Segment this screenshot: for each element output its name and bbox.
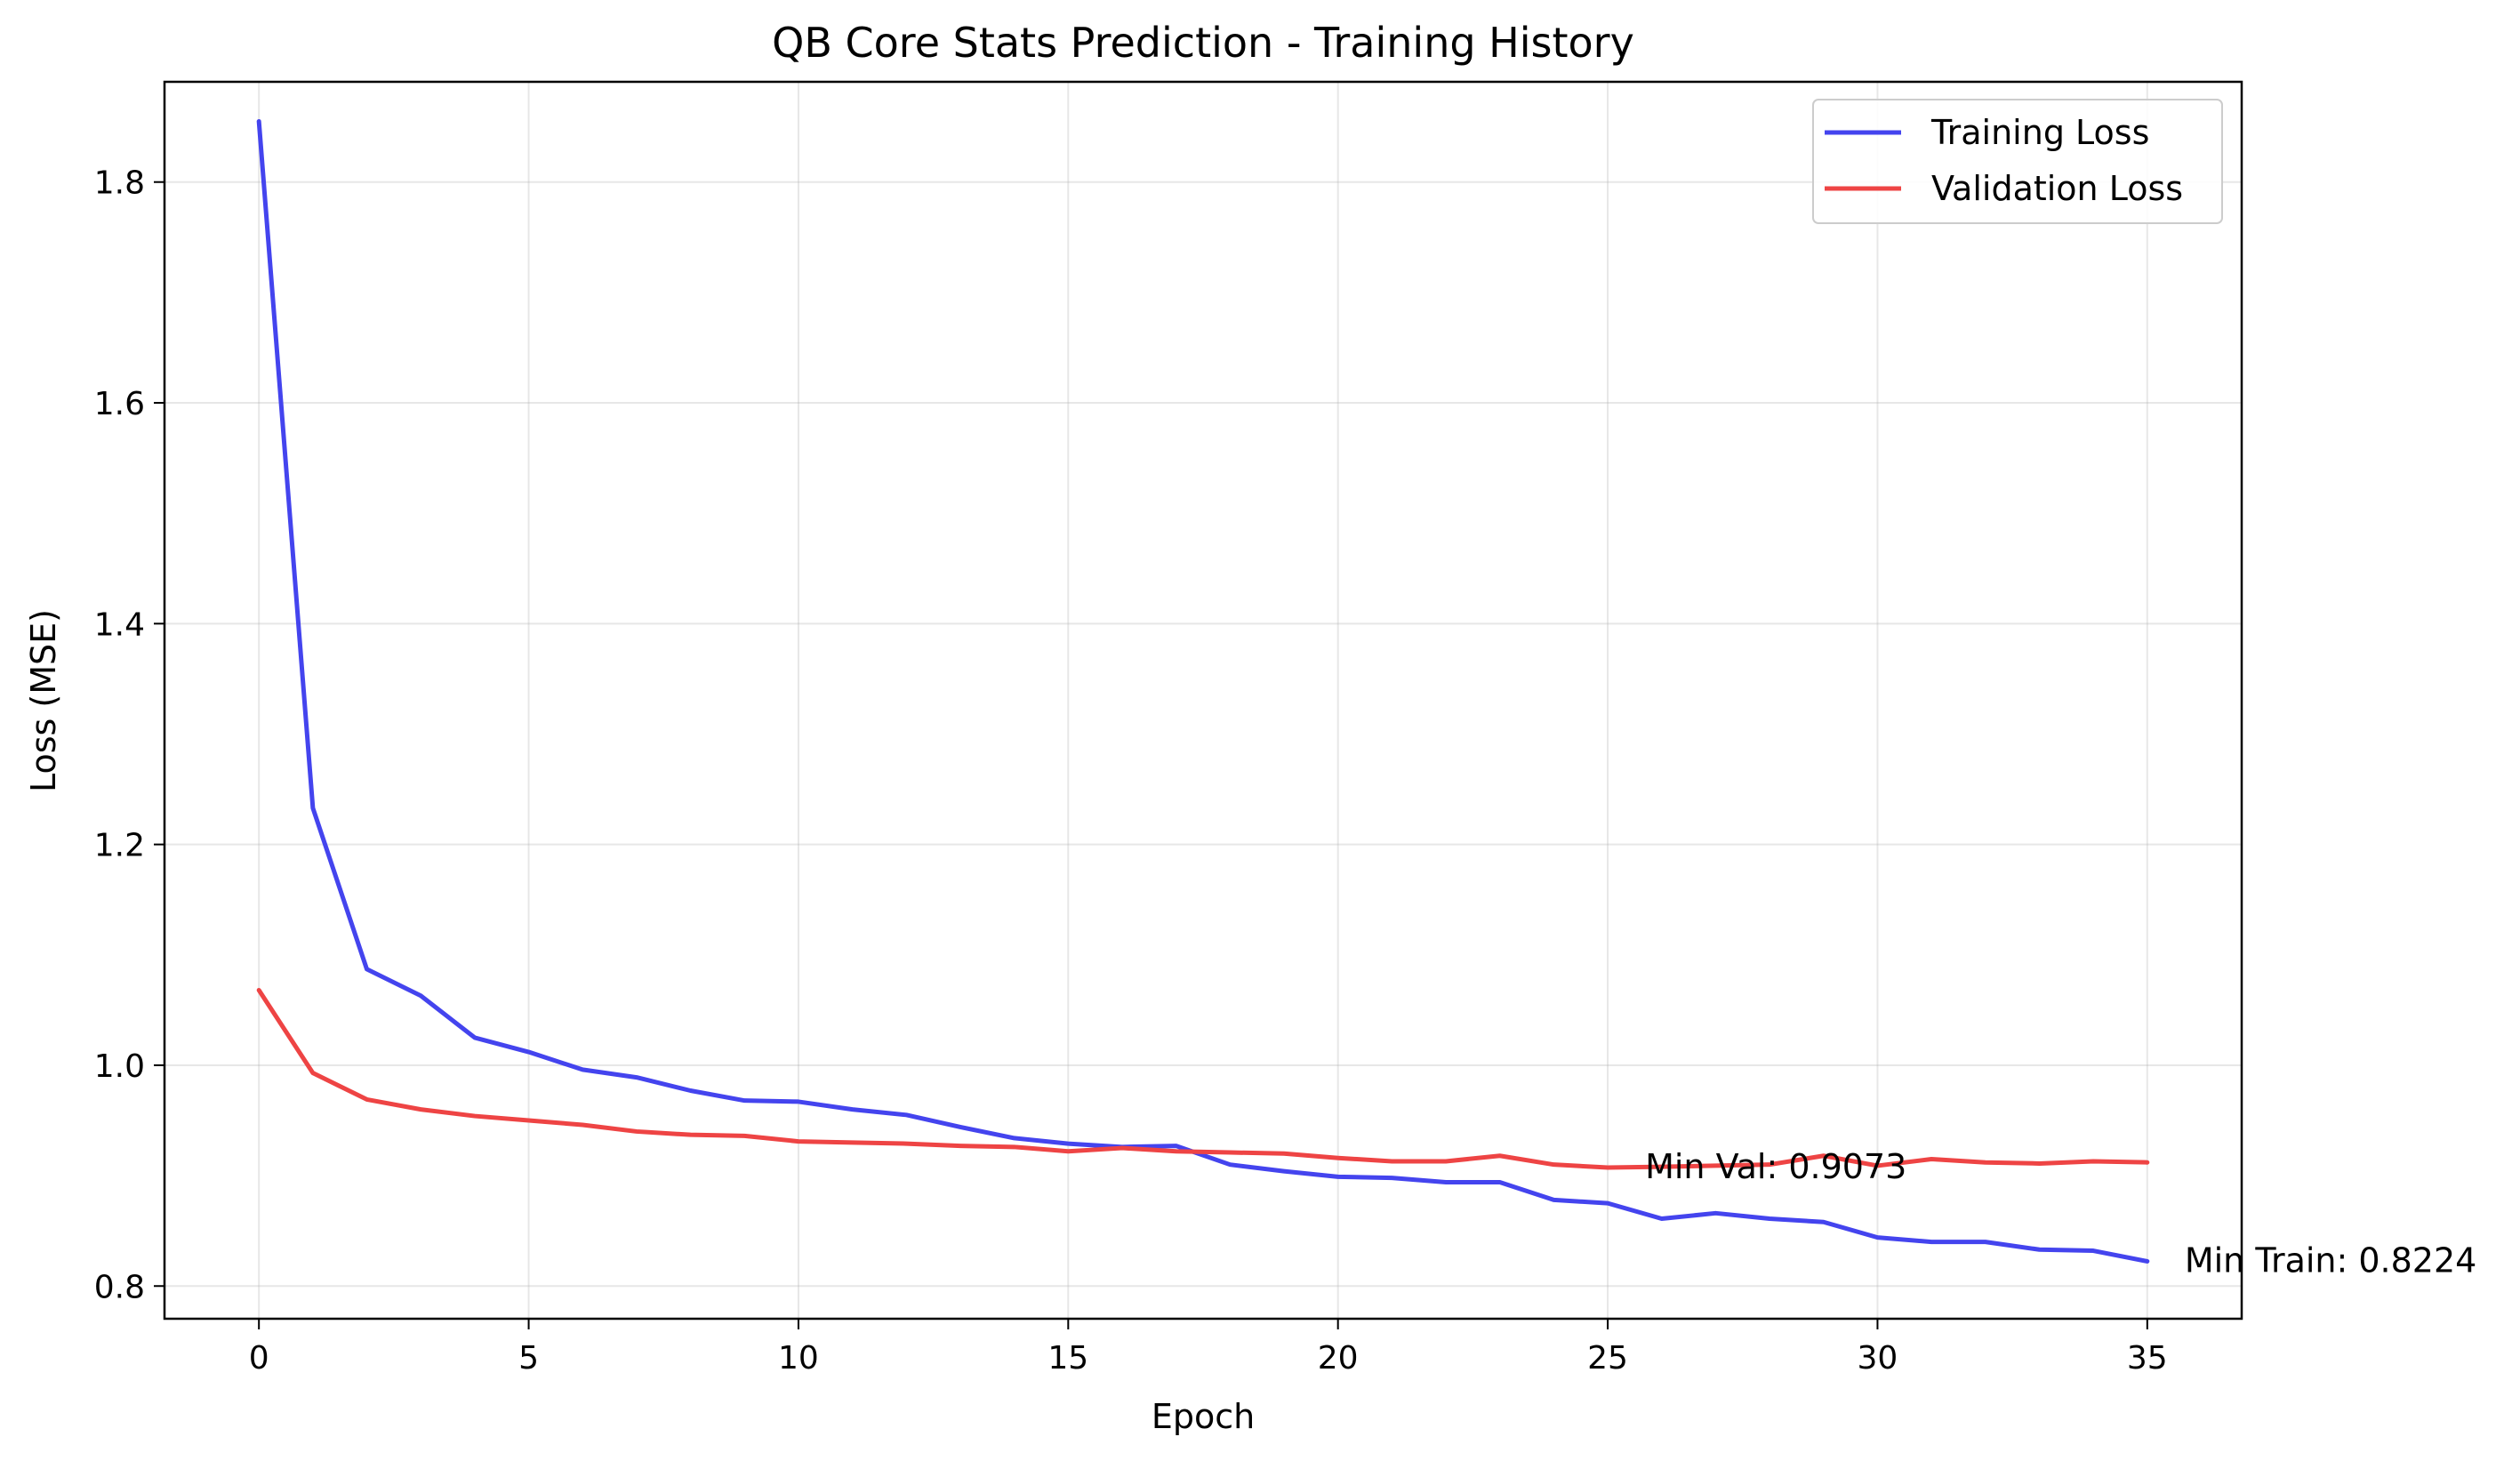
y-axis-label: Loss (MSE) [24,609,63,792]
x-tick-label: 10 [778,1340,819,1377]
x-tick-label: 20 [1318,1340,1359,1377]
annotation-min-train: Min Train: 0.8224 [2185,1240,2477,1280]
x-axis-label: Epoch [1152,1397,1255,1436]
y-tick-label: 1.4 [94,606,145,643]
y-tick-label: 1.2 [94,828,145,864]
plot-area-frame [163,80,2243,1321]
series-line-validation-loss [256,988,2150,1170]
y-tick-label: 1.8 [94,165,145,202]
y-tick-label: 0.8 [94,1269,145,1305]
x-tick-label: 30 [1858,1340,1898,1377]
series-line-training-loss [256,118,2150,1264]
y-tick-label: 1.6 [94,386,145,422]
legend-label-validation-loss: Validation Loss [1931,169,2183,208]
legend-label-training-loss: Training Loss [1930,113,2149,152]
series-lines [256,118,2150,1264]
annotation-min-val: Min Val: 0.9073 [1645,1147,1906,1186]
annotations: Min Val: 0.9073 Min Train: 0.8224 [1645,1147,2476,1280]
x-tick-label: 5 [518,1340,539,1377]
x-tick-label: 25 [1587,1340,1628,1377]
legend: Training Loss Validation Loss [1812,99,2223,224]
y-axis-ticks: 0.8 1.0 1.2 1.4 1.6 1.8 [94,165,165,1305]
y-tick-label: 1.0 [94,1048,145,1085]
x-axis-ticks: 0 5 10 15 20 25 30 35 [249,1319,2168,1377]
x-tick-label: 0 [249,1340,269,1377]
x-tick-label: 35 [2127,1340,2168,1377]
legend-box [1812,99,2223,224]
chart-title: QB Core Stats Prediction - Training Hist… [772,19,1634,67]
grid [165,82,2242,1319]
x-tick-label: 15 [1047,1340,1088,1377]
